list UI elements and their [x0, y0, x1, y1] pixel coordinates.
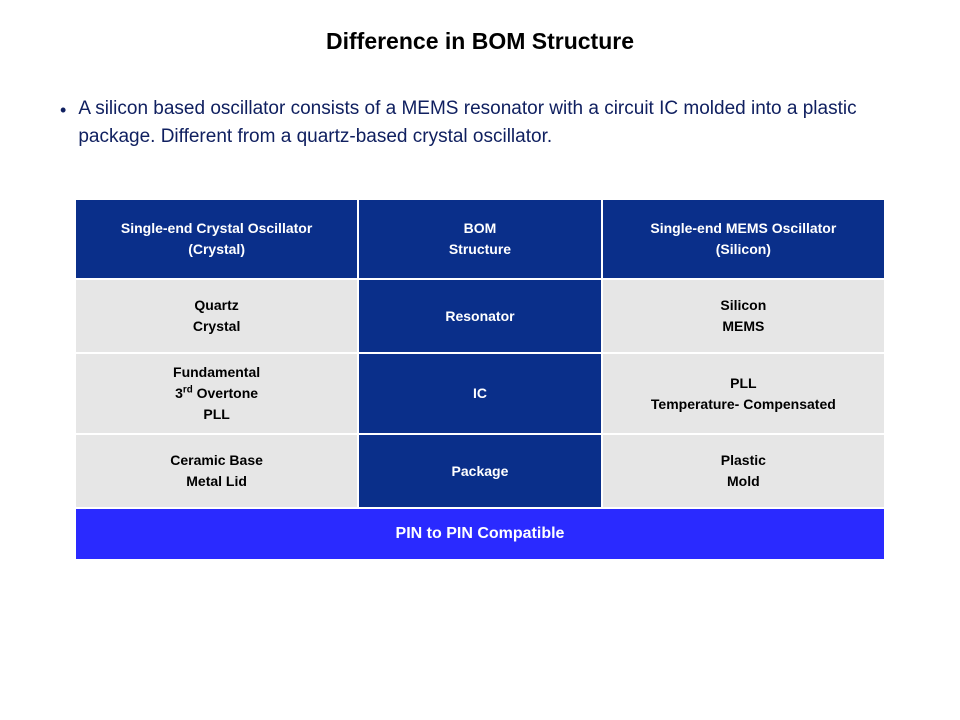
header-bom-line1: BOM [365, 218, 595, 239]
header-bom: BOM Structure [359, 200, 601, 278]
cell-line: Metal Lid [186, 473, 247, 489]
cell-line: Resonator [445, 308, 514, 324]
cell-line: Plastic [721, 452, 766, 468]
table-header-row: Single-end Crystal Oscillator (Crystal) … [76, 200, 884, 278]
header-bom-line2: Structure [365, 239, 595, 260]
table-row: Ceramic Base Metal Lid Package Plastic M… [76, 435, 884, 507]
cell-mems-resonator: Silicon MEMS [603, 280, 884, 352]
cell-line-html: 3rd Overtone [175, 385, 258, 401]
cell-line: Quartz [194, 297, 238, 313]
table-row: Quartz Crystal Resonator Silicon MEMS [76, 280, 884, 352]
cell-line: Package [452, 463, 509, 479]
header-crystal-line1: Single-end Crystal Oscillator [82, 218, 351, 239]
header-crystal-line2: (Crystal) [82, 239, 351, 260]
header-mems-line2: (Silicon) [609, 239, 878, 260]
cell-bom-package: Package [359, 435, 601, 507]
cell-line: Ceramic Base [170, 452, 263, 468]
table-row: Fundamental 3rd Overtone PLL IC PLL Temp… [76, 354, 884, 433]
bullet-list: • A silicon based oscillator consists of… [60, 95, 892, 150]
cell-line: Silicon [720, 297, 766, 313]
footer-pin-compatible: PIN to PIN Compatible [76, 509, 884, 559]
cell-line: Fundamental [173, 364, 260, 380]
cell-line: Mold [727, 473, 760, 489]
header-crystal: Single-end Crystal Oscillator (Crystal) [76, 200, 357, 278]
bom-table: Single-end Crystal Oscillator (Crystal) … [74, 198, 886, 561]
cell-mems-ic: PLL Temperature- Compensated [603, 354, 884, 433]
cell-crystal-ic: Fundamental 3rd Overtone PLL [76, 354, 357, 433]
cell-line: IC [473, 385, 487, 401]
table-footer-row: PIN to PIN Compatible [76, 509, 884, 559]
bullet-dot-icon: • [60, 97, 66, 123]
cell-line: Temperature- Compensated [651, 396, 836, 412]
header-mems-line1: Single-end MEMS Oscillator [609, 218, 878, 239]
cell-crystal-resonator: Quartz Crystal [76, 280, 357, 352]
cell-mems-package: Plastic Mold [603, 435, 884, 507]
bullet-text: A silicon based oscillator consists of a… [78, 95, 892, 150]
cell-line: Crystal [193, 318, 240, 334]
cell-line: PLL [203, 406, 229, 422]
cell-line: PLL [730, 375, 756, 391]
cell-bom-ic: IC [359, 354, 601, 433]
slide: Difference in BOM Structure • A silicon … [0, 0, 960, 720]
page-title: Difference in BOM Structure [48, 28, 912, 55]
cell-crystal-package: Ceramic Base Metal Lid [76, 435, 357, 507]
cell-bom-resonator: Resonator [359, 280, 601, 352]
bullet-item: • A silicon based oscillator consists of… [60, 95, 892, 150]
header-mems: Single-end MEMS Oscillator (Silicon) [603, 200, 884, 278]
cell-line: MEMS [722, 318, 764, 334]
